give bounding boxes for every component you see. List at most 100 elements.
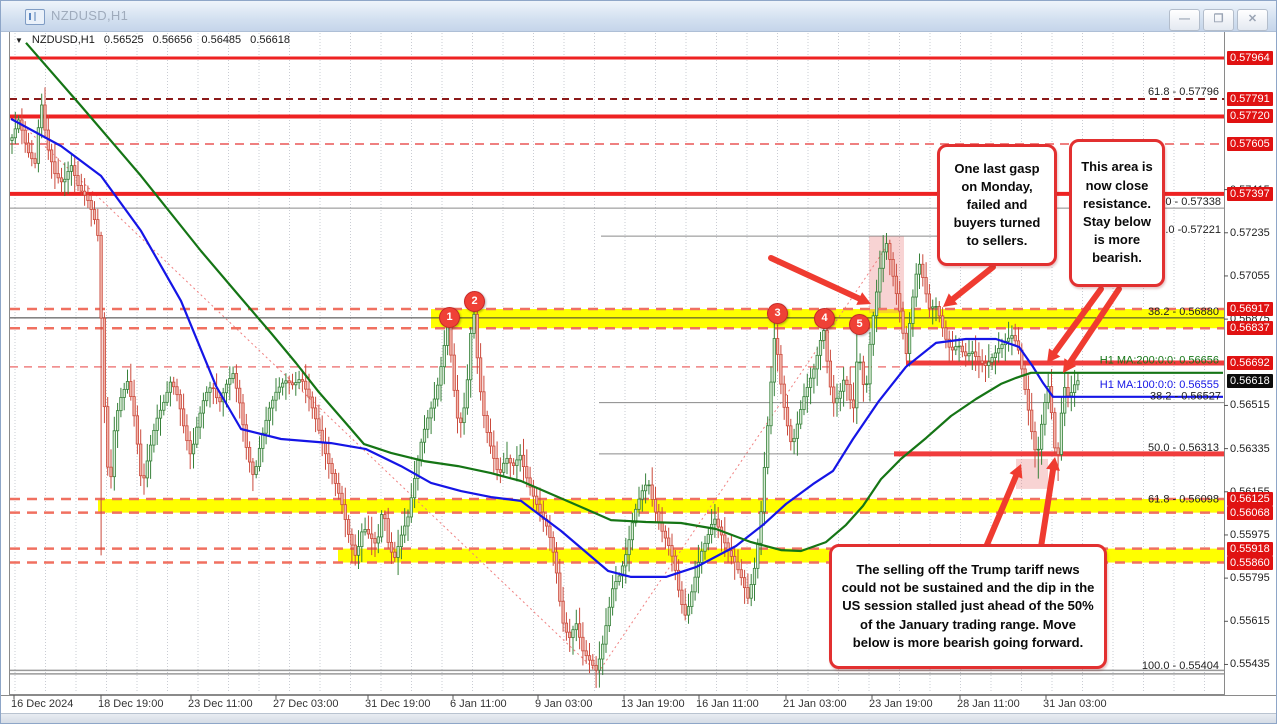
- candle-body: [528, 477, 532, 488]
- candle-body: [1023, 368, 1027, 390]
- candle-body: [927, 293, 932, 309]
- candle-body: [964, 351, 968, 357]
- candle-body: [244, 424, 248, 448]
- candle-body: [756, 542, 760, 569]
- candle-body: [343, 504, 347, 520]
- y-axis-label: 0.56515: [1230, 399, 1270, 412]
- candle-body: [162, 401, 166, 411]
- candle-body: [884, 243, 889, 253]
- candle-body: [1007, 337, 1011, 342]
- x-axis-label: 23 Dec 11:00: [188, 698, 253, 710]
- candle-body: [386, 518, 390, 543]
- candle-body: [99, 235, 103, 319]
- candle-body: [297, 379, 301, 383]
- candle-body: [1053, 412, 1057, 449]
- candle-body: [977, 356, 981, 362]
- y-axis-label: 0.56335: [1230, 442, 1270, 455]
- candle-body: [112, 430, 116, 478]
- candle-body: [185, 425, 189, 442]
- candle-body: [894, 275, 899, 295]
- red-arrow-shaft: [950, 264, 996, 302]
- chevron-down-icon[interactable]: ▼: [15, 35, 23, 45]
- candle-body: [122, 388, 126, 398]
- y-axis-level-badge: 0.55860: [1227, 555, 1273, 570]
- candle-body: [1063, 387, 1067, 414]
- candle-body: [125, 381, 130, 390]
- candle-body: [409, 497, 413, 518]
- candle-body: [452, 354, 456, 391]
- ohlc-low: 0.56485: [201, 34, 242, 46]
- candle-body: [634, 508, 638, 524]
- candle-body: [779, 353, 783, 385]
- x-axis-label: 13 Jan 19:00: [621, 698, 685, 710]
- candle-body: [442, 345, 446, 368]
- candle-body: [198, 412, 202, 428]
- window-titlebar[interactable]: NZDUSD,H1 — ❐ ✕: [1, 1, 1276, 32]
- candle-body: [50, 149, 54, 163]
- candle-body: [769, 381, 773, 427]
- candle-body: [323, 441, 328, 455]
- candle-body: [76, 175, 80, 186]
- callout-tariff: The selling off the Trump tariff news co…: [829, 544, 1107, 669]
- candle-body: [254, 466, 258, 475]
- candle-body: [228, 378, 232, 385]
- candle-body: [280, 382, 285, 388]
- candle-body: [677, 569, 681, 591]
- candle-body: [251, 461, 255, 475]
- candle-body: [525, 466, 529, 479]
- dotted-trendline: [597, 245, 888, 674]
- candle-body: [505, 457, 509, 464]
- candle-body: [96, 219, 100, 236]
- candle-body: [868, 343, 872, 385]
- candle-body: [620, 565, 625, 577]
- candle-body: [439, 366, 443, 386]
- candle-body: [1000, 344, 1004, 349]
- candle-body: [967, 353, 971, 357]
- candle-body: [181, 408, 186, 427]
- candle-body: [102, 317, 106, 408]
- minimize-button[interactable]: —: [1169, 9, 1200, 31]
- candle-body: [495, 457, 499, 471]
- candle-body: [478, 357, 483, 393]
- candle-body: [346, 519, 351, 535]
- candle-body: [360, 531, 364, 548]
- y-axis-level-badge: 0.55918: [1227, 541, 1273, 556]
- candle-body: [822, 330, 826, 341]
- candle-body: [1066, 387, 1070, 397]
- candle-body: [772, 338, 776, 383]
- candle-body: [218, 397, 222, 403]
- window-bottom-edge: [1, 713, 1276, 723]
- candle-body: [422, 428, 427, 443]
- close-button[interactable]: ✕: [1237, 9, 1268, 31]
- candle-body: [644, 484, 648, 492]
- candle-body: [653, 499, 658, 513]
- candle-body: [145, 460, 149, 479]
- candle-body: [812, 368, 816, 379]
- y-axis-level-badge: 0.57397: [1227, 186, 1273, 201]
- candle-body: [271, 399, 275, 409]
- candle-body: [241, 402, 245, 426]
- candle-body: [766, 425, 770, 468]
- candle-body: [238, 387, 242, 404]
- candle-body: [307, 388, 311, 398]
- candle-body: [73, 165, 77, 176]
- candle-body: [66, 170, 70, 180]
- candle-body: [716, 518, 720, 528]
- y-axis-label: 0.55435: [1230, 658, 1270, 671]
- candle-body: [426, 417, 430, 430]
- candle-body: [776, 338, 780, 355]
- candle-body: [611, 588, 615, 608]
- candle-body: [53, 161, 57, 175]
- x-axis-label: 21 Jan 03:00: [783, 698, 847, 710]
- y-axis-level-badge: 0.56125: [1227, 491, 1273, 506]
- candle-body: [686, 606, 691, 616]
- restore-button[interactable]: ❐: [1203, 9, 1234, 31]
- candle-body: [799, 409, 803, 425]
- candle-body: [63, 178, 67, 183]
- candle-body: [191, 443, 196, 455]
- candle-body: [165, 391, 169, 403]
- ma200-line: [25, 42, 1223, 553]
- candle-body: [383, 514, 387, 520]
